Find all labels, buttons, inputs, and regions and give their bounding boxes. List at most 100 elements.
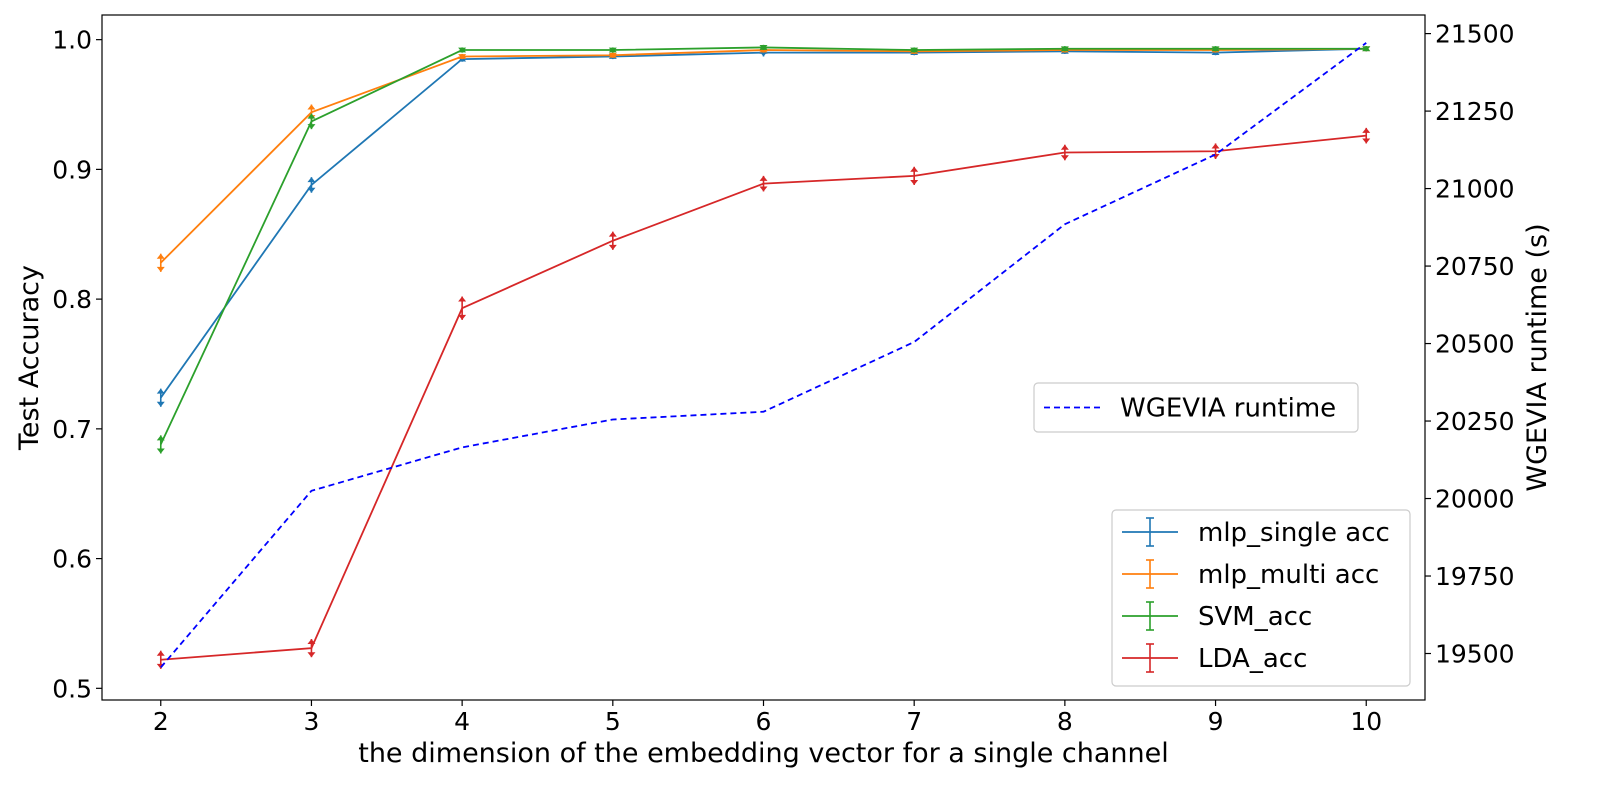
error-bar <box>608 231 617 250</box>
error-bar-cap-bottom <box>156 401 165 407</box>
error-bar-cap-bottom <box>156 266 165 272</box>
y-tick-label: 0.7 <box>52 415 92 444</box>
error-bar <box>458 47 467 53</box>
series-svm-acc <box>156 44 1371 454</box>
error-bar-cap-top <box>156 650 165 656</box>
legend-entry-mlp-single-acc: mlp_single acc <box>1122 517 1390 548</box>
error-bar-cap-bottom <box>759 45 768 51</box>
x-tick-label: 6 <box>756 707 772 736</box>
legend-center-right: WGEVIA runtime <box>1033 382 1359 433</box>
error-bar-cap-top <box>910 166 919 172</box>
error-bar-cap-top <box>759 175 768 181</box>
x-tick-label: 8 <box>1057 707 1073 736</box>
y2-tick-label: 20500 <box>1435 330 1515 359</box>
error-bar <box>759 44 768 51</box>
y-tick-label: 0.5 <box>52 674 92 703</box>
legend-entry-wgevia-runtime: WGEVIA runtime <box>1044 394 1336 424</box>
legend-label: mlp_single acc <box>1198 518 1390 548</box>
series-lda-acc <box>156 127 1371 669</box>
error-bar <box>156 435 165 454</box>
error-bar-cap-bottom <box>458 54 467 60</box>
error-bar-cap-top <box>307 113 316 119</box>
y-tick-label: 0.8 <box>52 285 92 314</box>
error-bar-cap-bottom <box>458 47 467 53</box>
legend-label: mlp_multi acc <box>1198 560 1379 590</box>
y2-tick-label: 21500 <box>1435 20 1515 49</box>
error-bar-cap-bottom <box>1362 138 1371 144</box>
legend-entry-lda-acc: LDA_acc <box>1122 643 1307 674</box>
error-bar-cap-bottom <box>307 187 316 193</box>
error-bar-cap-top <box>1060 144 1069 150</box>
error-bar-cap-top <box>156 253 165 259</box>
y2-tick-label: 20750 <box>1435 252 1515 281</box>
legend-label: WGEVIA runtime <box>1120 394 1336 424</box>
error-bar <box>458 53 467 60</box>
error-bar-cap-bottom <box>1211 46 1220 52</box>
legend-lower-right: mlp_single acc mlp_multi acc SVM_acc LDA_ac… <box>1111 509 1411 687</box>
error-bar-cap-bottom <box>910 179 919 185</box>
x-tick-label: 4 <box>454 707 470 736</box>
error-bar-cap-bottom <box>608 244 617 250</box>
error-bar <box>1060 46 1069 52</box>
x-tick-label: 10 <box>1350 707 1382 736</box>
error-bar <box>1211 46 1220 52</box>
x-tick-label: 3 <box>303 707 319 736</box>
error-bar-cap-bottom <box>307 124 316 130</box>
x-tick-label: 2 <box>153 707 169 736</box>
error-bar-cap-top <box>1211 143 1220 149</box>
y2-tick-label: 20000 <box>1435 485 1515 514</box>
error-bar-cap-bottom <box>156 448 165 454</box>
error-bar-cap-top <box>307 177 316 183</box>
error-bar <box>1362 127 1371 144</box>
error-bar-cap-top <box>307 104 316 110</box>
error-bar <box>307 177 316 193</box>
error-bar <box>608 52 617 58</box>
y2-tick-label: 20250 <box>1435 407 1515 436</box>
y-tick-label: 1.0 <box>52 26 92 55</box>
error-bar <box>307 639 316 658</box>
error-bar <box>910 166 919 185</box>
x-tick-label: 5 <box>605 707 621 736</box>
legend-layer: WGEVIA runtime mlp_single acc mlp_multi ac… <box>1033 382 1411 687</box>
y2-tick-label: 19750 <box>1435 562 1515 591</box>
y-axis-title: Test Accuracy <box>14 265 45 451</box>
error-bar <box>156 388 165 407</box>
error-bar <box>1060 144 1069 161</box>
error-bar <box>458 296 467 320</box>
error-bar <box>1362 46 1371 52</box>
series-line-wgevia-runtime <box>160 42 1367 669</box>
y2-tick-label: 19500 <box>1435 640 1515 669</box>
error-bar <box>156 253 165 272</box>
error-bar-cap-bottom <box>458 314 467 320</box>
legend-entry-mlp-multi-acc: mlp_multi acc <box>1122 559 1379 590</box>
error-bar-cap-bottom <box>759 51 768 57</box>
error-bar-cap-top <box>156 388 165 394</box>
x-tick-label: 9 <box>1208 707 1224 736</box>
legend-frame <box>1111 509 1411 687</box>
y2-tick-label: 21000 <box>1435 175 1515 204</box>
error-bar <box>608 47 617 53</box>
error-bar-cap-top <box>608 231 617 237</box>
error-bar-cap-bottom <box>759 186 768 192</box>
error-bar-cap-top <box>156 435 165 441</box>
series-wgevia-runtime <box>160 42 1367 669</box>
error-bar-cap-bottom <box>910 47 919 53</box>
series-layer <box>156 42 1371 669</box>
error-bar-cap-top <box>307 639 316 645</box>
error-bar-cap-bottom <box>307 652 316 658</box>
error-bar-cap-bottom <box>608 52 617 58</box>
legend-label: SVM_acc <box>1198 602 1312 632</box>
legend-label: LDA_acc <box>1198 644 1307 674</box>
x-tick-label: 7 <box>906 707 922 736</box>
x-axis-title: the dimension of the embedding vector fo… <box>358 738 1169 769</box>
y-tick-label: 0.9 <box>52 155 92 184</box>
error-bar-cap-bottom <box>1060 46 1069 52</box>
error-bar-cap-bottom <box>608 47 617 53</box>
error-bar-cap-top <box>458 296 467 302</box>
y-tick-label: 0.6 <box>52 545 92 574</box>
y2-axis-title: WGEVIA runtime (s) <box>1522 223 1553 491</box>
axes-layer: 2 3 4 5 6 7 8 9 10 0.5 0.6 0.7 0.8 0.9 1.0 19500 19750 20… <box>52 20 1514 736</box>
error-bar <box>759 175 768 192</box>
error-bar <box>307 113 316 130</box>
